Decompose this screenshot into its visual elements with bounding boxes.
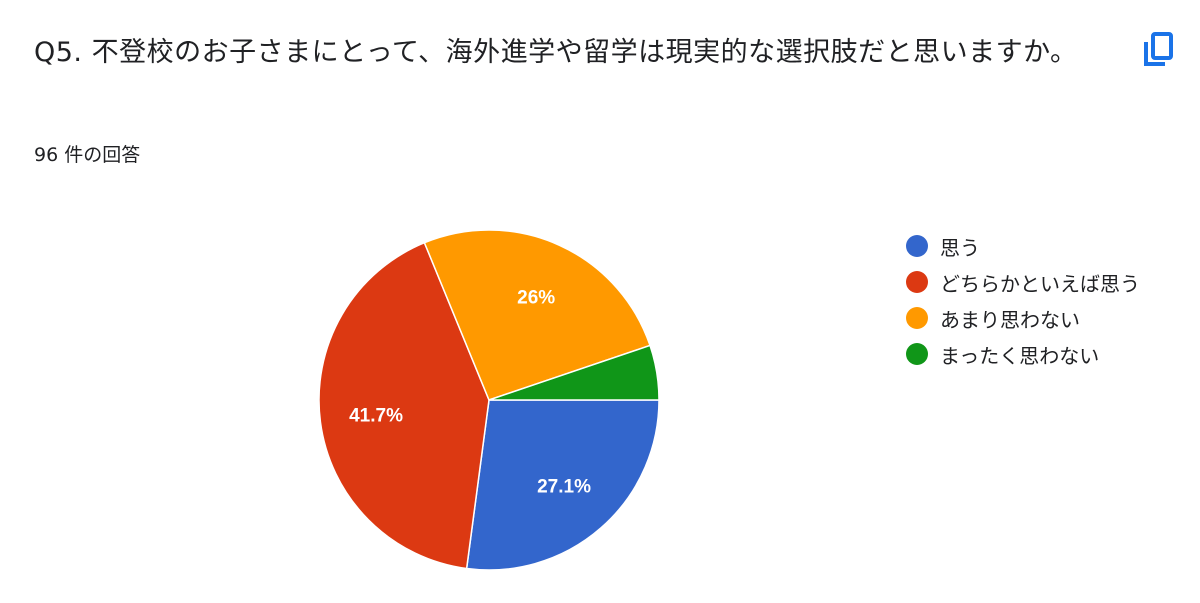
legend-label: どちらかといえば思う [940,271,1140,296]
legend-item[interactable]: どちらかといえば思う [906,264,1140,300]
legend-swatch [906,235,928,257]
legend-swatch [906,307,928,329]
legend-item[interactable]: あまり思わない [906,300,1140,336]
pie-slice[interactable] [318,241,490,570]
question-title: Q5. 不登校のお子さまにとって、海外進学や留学は現実的な選択肢だと思いますか。 [34,37,1078,68]
pie-slice[interactable] [488,344,660,401]
legend-swatch [906,271,928,293]
legend-label: まったく思わない [940,343,1100,368]
legend-label: あまり思わない [940,307,1080,332]
pie-slice[interactable] [423,229,651,401]
copy-icon[interactable] [1140,30,1180,70]
pie-slice[interactable] [465,399,660,571]
legend-swatch [906,343,928,365]
legend: 思うどちらかといえば思う あまり思わない まったく思わない [906,228,1140,372]
data-label: 41.7% [349,406,403,427]
response-count: 96 件の回答 [34,144,141,166]
data-label: 26% [517,287,555,308]
legend-item[interactable]: 思う [906,228,1140,264]
data-label: 27.1% [537,477,591,498]
legend-item[interactable]: まったく思わない [906,336,1140,372]
legend-label: 思う [940,235,980,260]
